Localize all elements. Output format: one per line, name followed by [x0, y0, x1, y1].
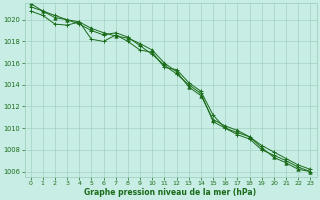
X-axis label: Graphe pression niveau de la mer (hPa): Graphe pression niveau de la mer (hPa)	[84, 188, 257, 197]
